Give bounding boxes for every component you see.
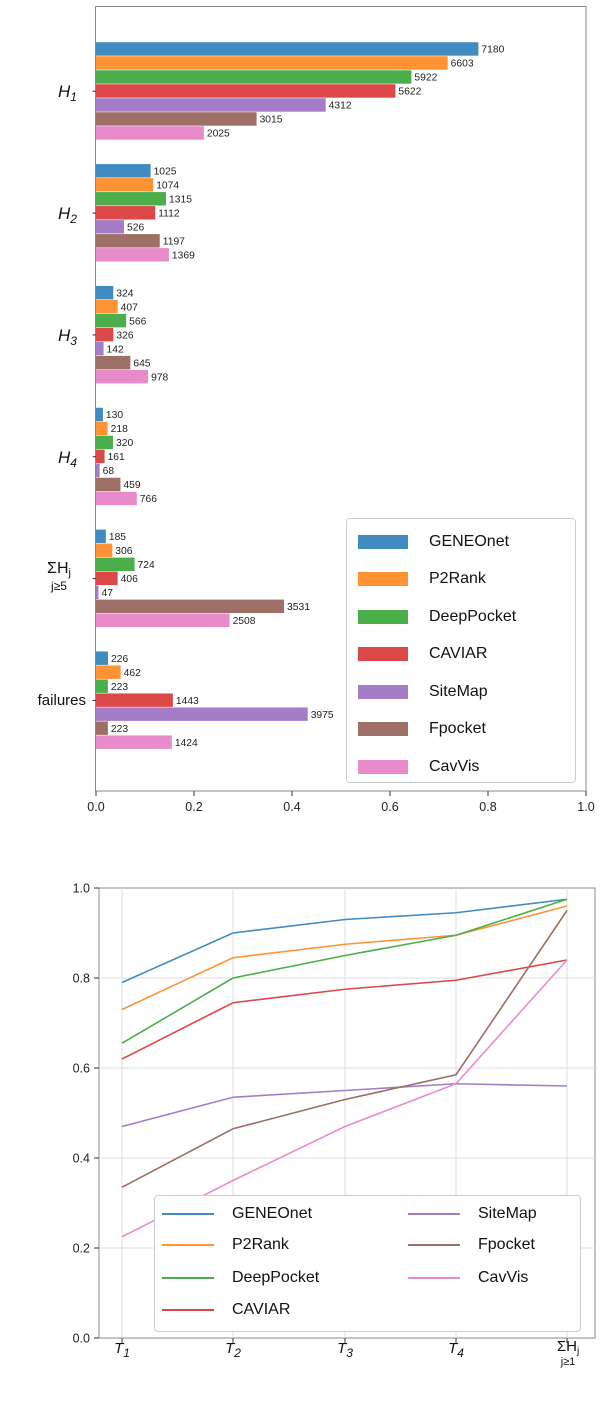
- svg-text:0.0: 0.0: [87, 800, 104, 814]
- svg-text:306: 306: [115, 546, 132, 557]
- svg-text:1315: 1315: [169, 194, 192, 205]
- svg-text:142: 142: [107, 344, 124, 355]
- svg-text:1.0: 1.0: [577, 800, 594, 814]
- svg-text:0.0: 0.0: [73, 1332, 90, 1346]
- svg-text:1025: 1025: [154, 166, 177, 177]
- svg-text:0.2: 0.2: [73, 1242, 90, 1256]
- svg-text:1.0: 1.0: [73, 882, 90, 896]
- svg-text:5922: 5922: [414, 73, 437, 84]
- svg-text:0.2: 0.2: [185, 800, 202, 814]
- svg-text:47: 47: [102, 588, 114, 599]
- svg-text:0.8: 0.8: [479, 800, 496, 814]
- svg-text:5622: 5622: [398, 87, 421, 98]
- svg-text:320: 320: [116, 438, 133, 449]
- svg-text:226: 226: [111, 654, 128, 665]
- svg-text:645: 645: [133, 358, 150, 369]
- svg-text:4312: 4312: [329, 101, 352, 112]
- svg-text:459: 459: [123, 480, 140, 491]
- svg-text:0.8: 0.8: [73, 972, 90, 986]
- svg-text:1369: 1369: [172, 250, 195, 261]
- svg-text:407: 407: [121, 302, 138, 313]
- svg-text:526: 526: [127, 222, 144, 233]
- svg-text:0.6: 0.6: [381, 800, 398, 814]
- svg-text:1424: 1424: [175, 738, 198, 749]
- svg-text:7180: 7180: [481, 45, 504, 56]
- svg-text:2508: 2508: [233, 616, 256, 627]
- svg-text:0.4: 0.4: [283, 800, 300, 814]
- svg-text:3975: 3975: [311, 710, 334, 721]
- svg-text:462: 462: [124, 668, 141, 679]
- svg-text:978: 978: [151, 372, 168, 383]
- svg-text:1112: 1112: [158, 208, 180, 219]
- svg-text:1197: 1197: [163, 236, 185, 247]
- svg-text:68: 68: [103, 466, 115, 477]
- svg-text:724: 724: [138, 560, 155, 571]
- svg-text:406: 406: [121, 574, 138, 585]
- svg-text:3531: 3531: [287, 602, 310, 613]
- svg-text:1443: 1443: [176, 696, 199, 707]
- svg-text:566: 566: [129, 316, 146, 327]
- svg-text:766: 766: [140, 494, 157, 505]
- svg-text:130: 130: [106, 410, 123, 421]
- svg-text:2025: 2025: [207, 129, 230, 140]
- svg-text:161: 161: [108, 452, 125, 463]
- svg-text:6603: 6603: [451, 59, 474, 70]
- svg-text:223: 223: [111, 682, 128, 693]
- svg-text:3015: 3015: [260, 115, 283, 126]
- svg-text:185: 185: [109, 532, 126, 543]
- svg-text:0.6: 0.6: [73, 1062, 90, 1076]
- svg-text:326: 326: [116, 330, 133, 341]
- svg-text:0.4: 0.4: [73, 1152, 90, 1166]
- svg-text:218: 218: [111, 424, 128, 435]
- svg-text:324: 324: [116, 288, 133, 299]
- svg-text:1074: 1074: [156, 180, 179, 191]
- svg-text:223: 223: [111, 724, 128, 735]
